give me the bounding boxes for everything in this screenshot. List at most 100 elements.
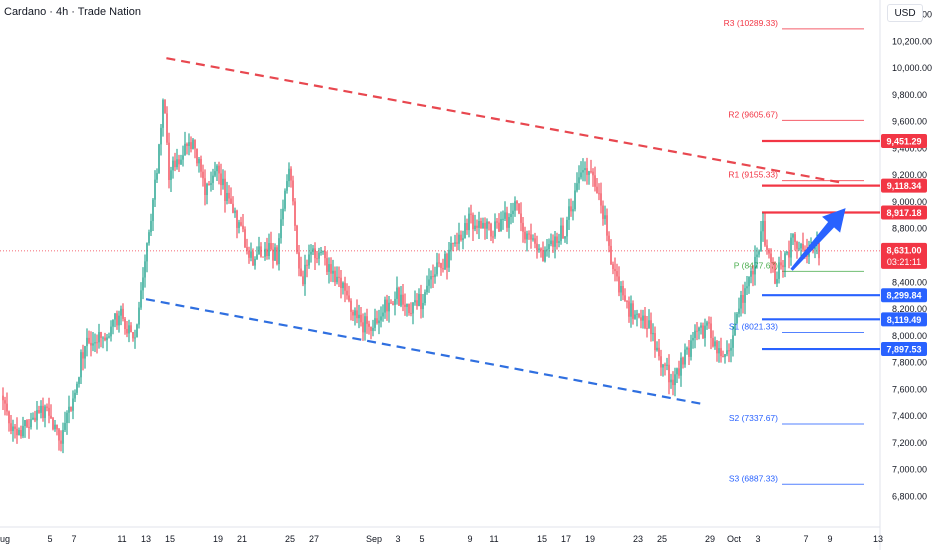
candle-body: [112, 319, 114, 327]
candle: [514, 196, 516, 217]
candle-body: [178, 159, 180, 165]
candle: [212, 168, 214, 191]
candle: [396, 276, 398, 305]
candle: [66, 410, 68, 435]
candle: [206, 182, 208, 205]
candle-body: [626, 300, 628, 302]
candle-body: [44, 406, 46, 418]
candle-body: [180, 159, 182, 165]
candle: [694, 324, 696, 349]
candle-body: [382, 312, 384, 317]
candle: [418, 288, 420, 307]
candle: [104, 332, 106, 342]
price-axis-badge: 8,119.49: [881, 312, 927, 327]
candle-body: [722, 356, 724, 358]
candle-body: [544, 250, 546, 262]
candle: [644, 307, 646, 330]
candle-body: [270, 243, 272, 250]
candle: [94, 333, 96, 353]
candle: [336, 266, 338, 285]
candle-body: [778, 262, 780, 279]
current-price-label: 8,631.00: [886, 245, 921, 255]
candle: [60, 430, 62, 452]
x-tick-label: 19: [213, 534, 223, 544]
candle-body: [490, 223, 492, 237]
candle: [156, 168, 158, 183]
x-tick-label: 7: [803, 534, 808, 544]
candle: [356, 299, 358, 324]
candle: [158, 143, 160, 174]
candle-body: [188, 142, 190, 146]
candle-body: [8, 411, 10, 424]
candle-body: [30, 419, 32, 428]
candle: [476, 219, 478, 235]
trendline-lower[interactable]: [145, 298, 701, 405]
y-tick-label: 6,800.00: [892, 492, 927, 502]
candle: [782, 260, 784, 278]
candle-body: [66, 412, 68, 423]
candle: [230, 187, 232, 204]
candle-body: [16, 428, 18, 436]
candle: [114, 313, 116, 328]
candle: [444, 250, 446, 270]
projection-arrow[interactable]: [790, 208, 846, 271]
candle: [292, 175, 294, 206]
candle-body: [308, 254, 310, 266]
candle-body: [266, 248, 268, 256]
candle: [262, 256, 264, 258]
candle: [764, 211, 766, 247]
bar-countdown-label: 03:21:11: [887, 257, 921, 267]
candle-body: [622, 285, 624, 296]
candle-body: [676, 368, 678, 375]
trendline-upper[interactable]: [166, 57, 843, 184]
candle-body: [634, 314, 636, 319]
candle: [510, 203, 512, 225]
candle-body: [454, 242, 456, 244]
candle-body: [368, 323, 370, 327]
candle: [718, 340, 720, 363]
candle-body: [532, 238, 534, 240]
candle: [438, 253, 440, 268]
candle-body: [640, 317, 642, 321]
candle: [558, 233, 560, 248]
candle: [110, 320, 112, 342]
currency-button[interactable]: USD: [887, 4, 923, 22]
candle: [368, 320, 370, 335]
candle-body: [802, 243, 804, 250]
candle: [508, 213, 510, 239]
candle: [778, 256, 780, 284]
candle-body: [458, 234, 460, 244]
candle: [378, 309, 380, 335]
candle: [712, 330, 714, 348]
candle: [640, 309, 642, 329]
candle: [306, 259, 308, 278]
candle-body: [652, 333, 654, 335]
candle-body: [2, 395, 4, 401]
candle-body: [346, 290, 348, 296]
candle: [186, 142, 188, 155]
candle: [102, 336, 104, 349]
candle-body: [104, 337, 106, 341]
candle: [602, 200, 604, 226]
candle-body: [202, 171, 204, 179]
price-badge-bg: [881, 134, 927, 149]
candle-body: [334, 270, 336, 283]
candle: [732, 326, 734, 357]
candle-body: [76, 383, 78, 393]
y-tick-label: 7,400.00: [892, 411, 927, 421]
candle-body: [538, 248, 540, 250]
candle: [174, 152, 176, 172]
y-tick-label: 8,400.00: [892, 277, 927, 287]
price-badge-bg: [881, 342, 927, 357]
candle: [684, 343, 686, 368]
candle: [284, 188, 286, 212]
candle-body: [642, 315, 644, 321]
candle-body: [392, 303, 394, 305]
candle-body: [508, 217, 510, 228]
candle-body: [556, 236, 558, 243]
candle: [412, 302, 414, 325]
candle-body: [322, 251, 324, 253]
y-tick-label: 8,000.00: [892, 331, 927, 341]
price-badge-label: 8,917.18: [886, 208, 921, 218]
